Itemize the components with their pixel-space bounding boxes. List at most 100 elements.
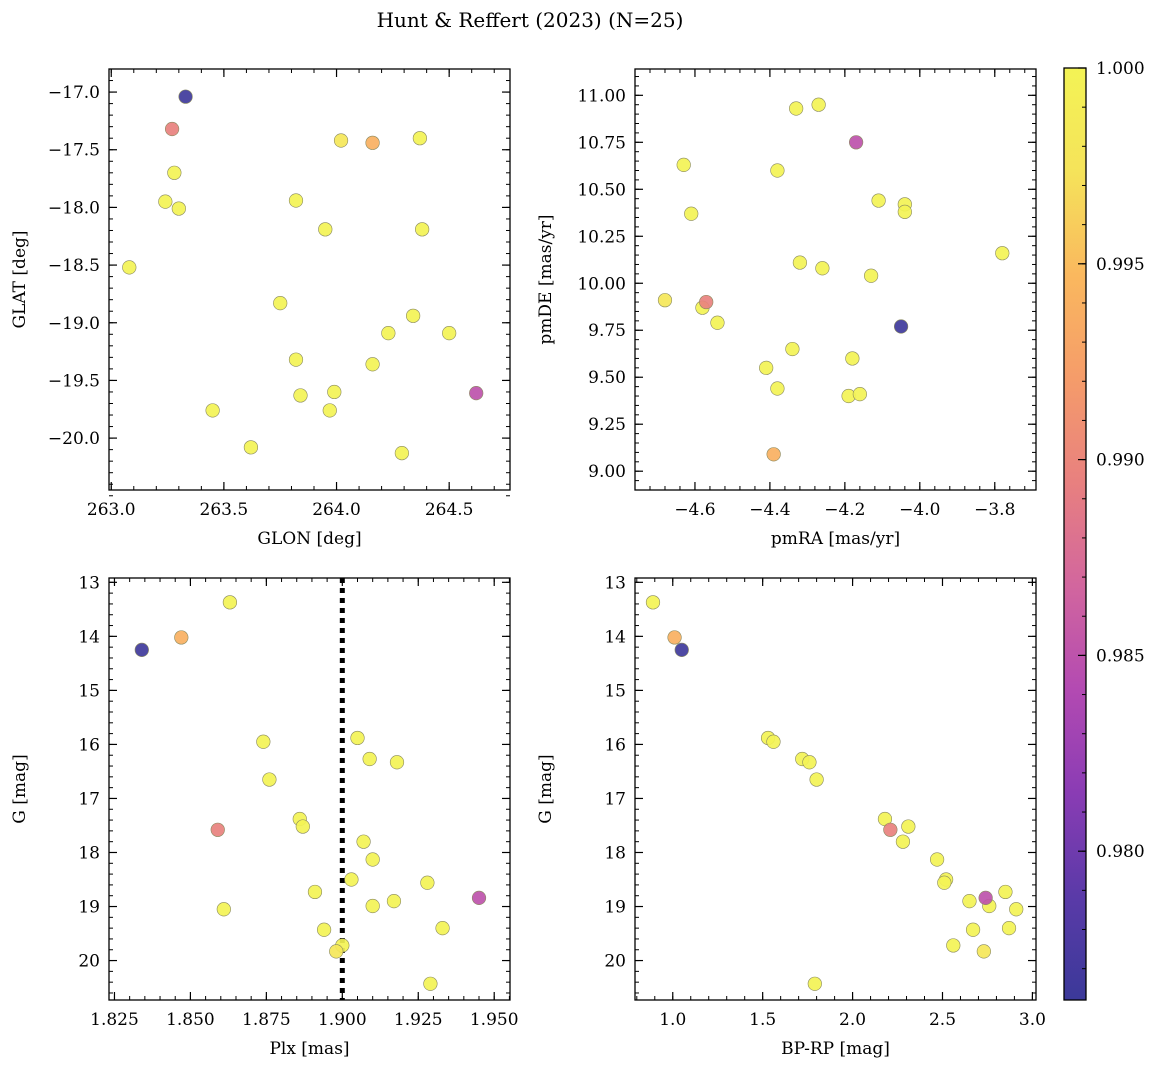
- scatter-point: [469, 386, 484, 401]
- scatter-point: [471, 890, 487, 905]
- scatter-point: [802, 755, 817, 770]
- x-tick-label: 263.5: [200, 500, 249, 520]
- scatter-point: [423, 976, 438, 991]
- scatter-point: [406, 308, 421, 323]
- scatter-point: [273, 296, 288, 311]
- scatter-point: [1001, 921, 1017, 936]
- scatter-point: [849, 135, 864, 150]
- y-tick-label: 14: [604, 627, 626, 647]
- x-tick-label: 1.900: [318, 1010, 367, 1030]
- x-axis-label: GLON [deg]: [257, 529, 361, 549]
- scatter-point: [667, 630, 682, 645]
- scatter-point: [174, 630, 189, 645]
- scatter-point: [807, 976, 822, 991]
- scatter-point: [811, 97, 826, 112]
- scatter-point: [897, 204, 912, 219]
- y-tick-label: 17: [78, 789, 100, 809]
- scatter-point: [684, 206, 699, 221]
- x-tick-label: 264.5: [425, 500, 474, 520]
- colorbar-gradient: [1064, 68, 1086, 1000]
- scatter-point: [699, 294, 714, 310]
- panel-bottom-right: 1.0 1.5 2.0 2.5 3.0 13 14 15 16 17 18 19 20 BP-RP [ma…: [536, 573, 1046, 1059]
- scatter-point: [845, 351, 860, 366]
- y-axis-label: pmDE [mas/yr]: [536, 214, 556, 344]
- scatter-point: [657, 293, 673, 308]
- scatter-point: [256, 734, 271, 749]
- scatter-point: [946, 938, 961, 953]
- axes-frame: [634, 68, 1037, 491]
- scatter-point: [770, 381, 785, 396]
- y-tick-label: 9.50: [588, 368, 626, 388]
- y-tick-label: 13: [604, 573, 626, 593]
- colorbar-tick-label: 0.995: [1096, 255, 1145, 275]
- scatter-point: [344, 872, 359, 887]
- x-axis-label: pmRA [mas/yr]: [771, 529, 900, 549]
- scatter-point: [288, 352, 304, 367]
- scatter-point: [167, 165, 182, 180]
- scatter-point: [710, 315, 725, 330]
- y-tick-label: 18: [78, 843, 100, 863]
- scatter-point: [976, 944, 991, 959]
- scatter-point: [420, 875, 435, 890]
- x-tick-label: 2.0: [839, 1010, 866, 1030]
- y-axis-label: G [mag]: [536, 754, 556, 823]
- scatter-point: [998, 884, 1013, 900]
- scatter-point: [381, 326, 396, 341]
- axes-frame: [634, 577, 1037, 1001]
- scatter-point: [365, 898, 380, 914]
- scatter-point: [365, 135, 380, 150]
- scatter-point: [1009, 902, 1024, 917]
- scatter-point: [158, 194, 173, 209]
- y-tick-label: 15: [78, 681, 100, 701]
- y-tick-label: −17.0: [48, 83, 100, 103]
- y-tick-label: −19.5: [48, 371, 100, 391]
- scatter-point: [329, 944, 344, 959]
- scatter-point: [362, 751, 377, 767]
- scatter-point: [864, 268, 879, 283]
- scatter-point: [792, 255, 807, 270]
- scatter-point: [435, 921, 450, 936]
- scatter-point: [356, 834, 371, 849]
- scatter-point: [307, 884, 323, 900]
- y-tick-label: −18.0: [48, 198, 100, 218]
- y-tick-label: 10.75: [577, 133, 626, 153]
- scatter-layer: [657, 97, 1010, 462]
- scatter-point: [216, 902, 231, 917]
- scatter-point: [210, 822, 225, 837]
- y-tick-label: 20: [604, 952, 626, 972]
- scatter-point: [929, 852, 945, 867]
- scatter-point: [759, 360, 774, 375]
- scatter-point: [978, 890, 993, 905]
- scatter-point: [415, 222, 430, 237]
- colorbar-frame: [1063, 67, 1087, 1001]
- scatter-point: [171, 201, 186, 216]
- x-tick-label: 263.0: [87, 500, 136, 520]
- y-tick-label: 9.00: [588, 462, 626, 482]
- figure-title: Hunt & Reffert (2023) (N=25): [377, 8, 684, 32]
- x-tick-label: −4.6: [674, 500, 715, 520]
- colorbar-tick-label: 0.980: [1096, 842, 1145, 862]
- scatter-point: [365, 852, 380, 867]
- x-tick-label: 1.950: [470, 1010, 519, 1030]
- scatter-point: [893, 319, 909, 334]
- y-tick-label: 18: [604, 843, 626, 863]
- y-tick-label: 17: [604, 789, 626, 809]
- y-tick-label: 19: [78, 898, 100, 918]
- scatter-point: [442, 326, 457, 341]
- x-tick-label: 1.875: [242, 1010, 291, 1030]
- scatter-point: [222, 595, 238, 610]
- scatter-point: [937, 875, 952, 890]
- axes-frame: [108, 68, 511, 491]
- y-tick-label: 9.75: [588, 321, 626, 341]
- scatter-layer: [134, 578, 487, 1000]
- y-axis-label: GLAT [deg]: [10, 230, 30, 328]
- x-tick-label: 264.0: [312, 500, 361, 520]
- x-tick-label: 1.925: [394, 1010, 443, 1030]
- y-axis-label: G [mag]: [10, 754, 30, 823]
- scatter-point: [164, 121, 180, 137]
- scatter-point: [645, 595, 661, 610]
- x-tick-label: 2.5: [929, 1010, 956, 1030]
- scatter-point: [766, 447, 781, 462]
- x-axis-label: BP-RP [mag]: [781, 1039, 890, 1059]
- y-tick-label: −20.0: [48, 429, 100, 449]
